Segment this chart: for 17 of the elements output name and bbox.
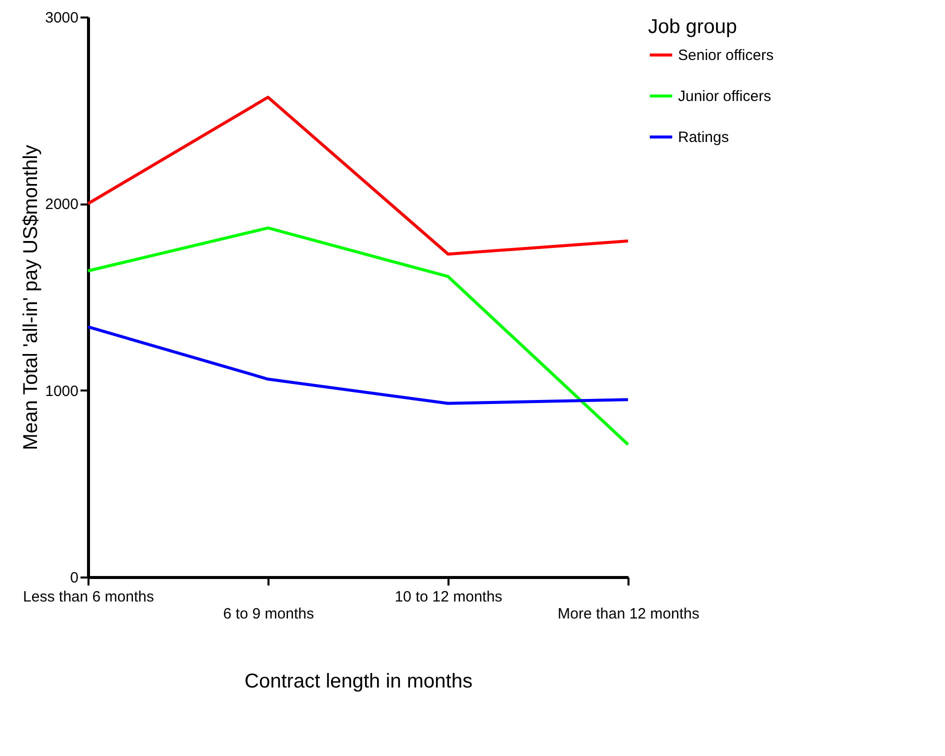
line-series (86, 226, 630, 446)
x-tick-label: 6 to 9 months (223, 606, 314, 622)
line-series (86, 325, 630, 405)
legend-title: Job group (648, 16, 737, 38)
legend-label: Senior officers (678, 47, 774, 64)
legend-label: Ratings (678, 129, 729, 146)
x-tick-label: 10 to 12 months (394, 588, 502, 606)
y-tick-label: 0 (70, 570, 78, 586)
y-axis-title: Mean Total 'all-in' pay US$monthly (20, 144, 42, 450)
x-tick-label: More than 12 months (558, 606, 700, 622)
x-axis-title: Contract length in months (244, 670, 472, 692)
line-series (86, 96, 630, 256)
y-tick-label: 3000 (45, 10, 78, 26)
x-tick-label: Less than 6 months (23, 588, 154, 606)
y-tick-label: 1000 (45, 382, 78, 400)
legend-label: Junior officers (678, 88, 772, 105)
y-tick-label: 2000 (45, 196, 78, 214)
